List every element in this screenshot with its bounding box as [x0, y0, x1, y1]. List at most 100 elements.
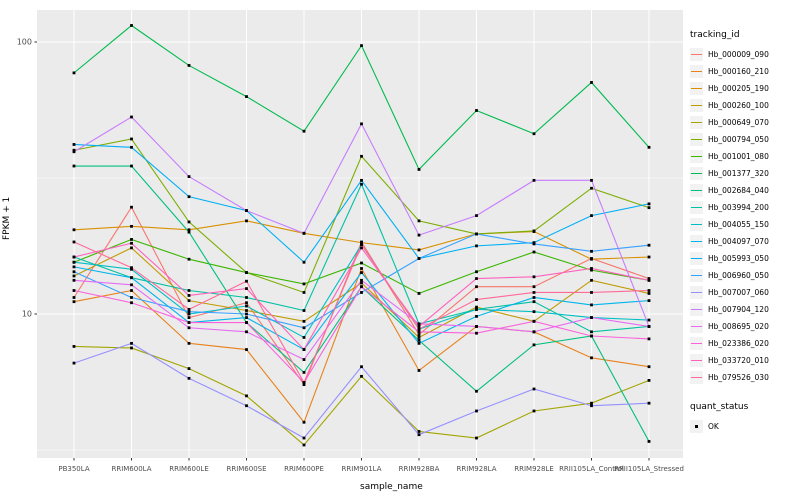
legend-item-Hb_004055_150: Hb_004055_150 [690, 216, 800, 233]
data-point [590, 268, 593, 272]
data-point [532, 409, 536, 413]
x-tick-label: RRIM928LA [456, 465, 496, 473]
data-point [187, 321, 191, 324]
legend-label: Hb_003994_200 [708, 203, 769, 212]
legend-key-swatch [690, 218, 703, 231]
data-point [72, 150, 76, 154]
data-point [72, 300, 76, 304]
data-point [130, 346, 133, 350]
data-point [590, 257, 593, 261]
data-point [475, 436, 478, 440]
data-point [417, 336, 421, 339]
quant-ok-point-icon [690, 420, 703, 433]
x-tick-label: RRIM600LA [111, 465, 151, 473]
data-point [187, 257, 191, 261]
data-point [532, 250, 536, 254]
data-point [72, 143, 76, 146]
data-point [72, 148, 76, 152]
data-point [245, 316, 248, 319]
legend-label: Hb_005993_050 [708, 254, 769, 263]
legend-label: Hb_000260_100 [708, 101, 769, 110]
data-point [72, 71, 76, 75]
legend-item-Hb_001001_080: Hb_001001_080 [690, 148, 800, 165]
data-point [647, 255, 651, 259]
legend-key-swatch [690, 48, 703, 61]
data-point [417, 330, 421, 334]
legend-item-Hb_001377_320: Hb_001377_320 [690, 165, 800, 182]
data-point [590, 334, 593, 338]
x-tick-label: RRIM600LE [169, 465, 209, 473]
data-point [647, 379, 651, 382]
data-point [647, 277, 651, 280]
data-point [360, 178, 363, 182]
data-point [647, 365, 651, 369]
data-point [475, 389, 478, 393]
data-point [532, 291, 536, 294]
data-point [130, 224, 133, 228]
data-point [130, 24, 133, 27]
data-point [475, 277, 478, 280]
data-point [302, 383, 306, 387]
data-point [72, 345, 76, 348]
data-point [187, 175, 191, 178]
legend-label: Hb_000009_090 [708, 50, 769, 59]
data-point [532, 229, 536, 233]
data-point [647, 202, 651, 206]
data-point [245, 219, 248, 223]
data-point [245, 271, 248, 274]
data-point [72, 361, 76, 365]
data-point [475, 331, 478, 335]
legend-item-Hb_000160_210: Hb_000160_210 [690, 63, 800, 80]
data-point [475, 109, 478, 112]
data-point [532, 132, 536, 136]
legend-item-Hb_033720_010: Hb_033720_010 [690, 352, 800, 369]
data-point [475, 244, 478, 248]
data-point [130, 276, 133, 280]
data-point [417, 341, 421, 345]
data-point [72, 240, 76, 244]
data-point [245, 279, 248, 283]
data-point [72, 296, 76, 299]
data-point [360, 154, 363, 158]
legend-item-Hb_003994_200: Hb_003994_200 [690, 199, 800, 216]
data-point [130, 266, 133, 270]
data-point [187, 312, 191, 316]
y-axis-title: FPKM + 1 [2, 196, 12, 240]
x-tick-label: RRIM928LE [514, 465, 554, 473]
data-point [532, 275, 536, 279]
legend-item-Hb_000649_070: Hb_000649_070 [690, 114, 800, 131]
data-point [245, 394, 248, 398]
data-point [72, 260, 76, 264]
data-point [130, 289, 133, 292]
data-point [360, 271, 363, 274]
legend-key-swatch [690, 303, 703, 316]
data-point [130, 241, 133, 245]
legend-item-Hb_000009_090: Hb_000009_090 [690, 46, 800, 63]
data-point [647, 278, 651, 282]
x-tick-label: RRIM928BA [399, 465, 440, 473]
data-point [647, 292, 651, 295]
data-point [187, 299, 191, 303]
data-point [245, 321, 248, 324]
data-point [72, 255, 76, 259]
data-point [72, 278, 76, 282]
data-point [360, 261, 363, 265]
data-point [187, 64, 191, 67]
data-point [590, 330, 593, 334]
data-point [302, 309, 306, 312]
legend-key-swatch [690, 320, 703, 333]
data-point [72, 289, 76, 292]
data-point [475, 325, 478, 328]
data-point [302, 381, 306, 384]
data-point [417, 257, 421, 260]
legend-item-Hb_007007_060: Hb_007007_060 [690, 284, 800, 301]
legend-key-swatch [690, 116, 703, 129]
data-point [130, 341, 133, 345]
data-point [187, 376, 191, 380]
x-tick-label: RRIM600PE [284, 465, 324, 473]
data-point [417, 168, 421, 171]
data-point [302, 336, 306, 339]
data-point [302, 436, 306, 440]
legend-label: Hb_002684_040 [708, 186, 769, 195]
data-point [475, 409, 478, 413]
